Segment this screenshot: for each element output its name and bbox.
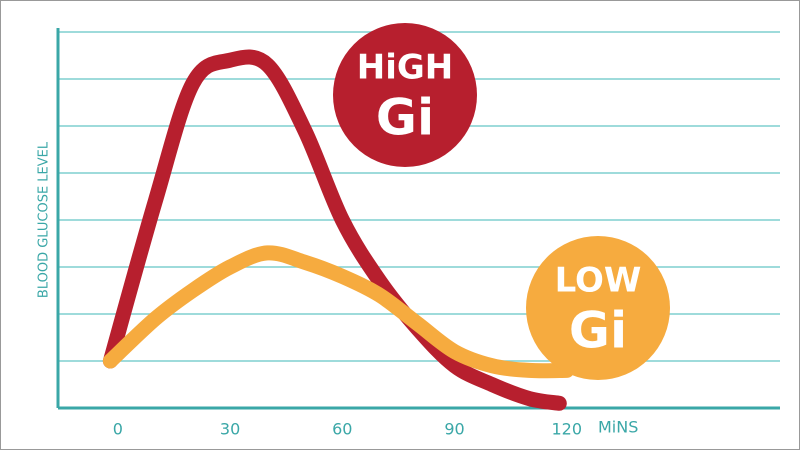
series-label: HiGH [357, 48, 453, 88]
x-tick-label: 120 [551, 420, 582, 439]
x-tick-label: 0 [113, 420, 123, 439]
x-tick-label: 60 [332, 420, 352, 439]
glucose-curve [102, 245, 575, 379]
series-label: Gi [376, 89, 434, 147]
x-axis-label: MiNS [598, 418, 638, 437]
series-badge [526, 236, 670, 380]
y-axis-label: BLOOD GLUCOSE LEVEL [37, 141, 52, 298]
series-badge [333, 23, 477, 167]
glucose-curve [102, 49, 567, 411]
series-label: Gi [569, 302, 627, 360]
series-label: LOW [555, 261, 642, 301]
x-tick-label: 90 [444, 420, 464, 439]
x-tick-label: 30 [220, 420, 240, 439]
